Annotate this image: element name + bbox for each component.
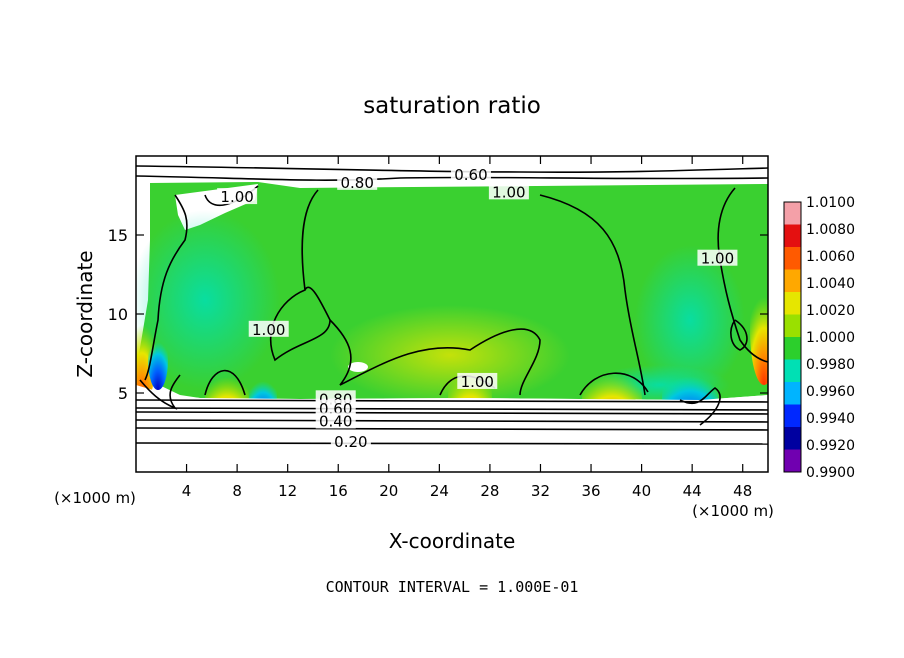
contour-label: 0.80 [340, 174, 373, 192]
x-tick-label: 36 [581, 482, 600, 500]
colorbar-label: 0.9900 [806, 465, 855, 481]
contour-0-20-bottom [136, 441, 768, 445]
colorbar-swatch [784, 449, 801, 472]
field-fill [138, 182, 768, 400]
contour-1-00-far-right [717, 187, 768, 363]
colorbar-label: 1.0020 [806, 303, 855, 319]
contour-label: 1.00 [252, 321, 285, 339]
x-tick-label: 16 [329, 482, 348, 500]
colorbar-swatch [784, 224, 801, 247]
colorbar-label: 1.0100 [806, 195, 855, 211]
y-tick-label: 10 [108, 305, 128, 324]
contour-label-bg [450, 165, 491, 182]
colorbar-swatch [784, 427, 801, 450]
contour-label-bg [315, 412, 356, 429]
contour-label: 1.00 [220, 188, 253, 206]
colorbar-swatch [784, 359, 801, 382]
contour-left-wiggle [139, 374, 181, 410]
x-unit-right: (×1000 m) [692, 502, 774, 520]
contour-label-bg [488, 183, 529, 200]
contour-interval-note: CONTOUR INTERVAL = 1.000E-01 [326, 578, 579, 596]
contour-label: 0.60 [454, 166, 487, 184]
colorbar-swatch [784, 202, 801, 225]
contour-label: 0.20 [334, 433, 367, 451]
contour-label-bg [330, 432, 371, 449]
colorbar-label: 0.9920 [806, 438, 855, 454]
contour-0-80-top [136, 175, 768, 181]
warm-cell-right-edge [750, 275, 768, 385]
contour-right-wiggle [679, 387, 721, 426]
contour-cell-dome-right [579, 372, 649, 396]
contour-surface-1 [136, 411, 768, 415]
colorbar-swatch [784, 247, 801, 270]
x-tick-label: 44 [683, 482, 702, 500]
x-tick-label: 20 [379, 482, 398, 500]
colorbar-label: 0.9980 [806, 357, 855, 373]
chart-title: saturation ratio [363, 93, 541, 119]
colorbar-swatch [784, 314, 801, 337]
colorbar-swatch [784, 404, 801, 427]
contour-0-60-top [136, 165, 768, 173]
contour-0-60-bottom [136, 407, 768, 411]
colorbar-label: 1.0040 [806, 276, 855, 292]
contour-1-00-left [144, 194, 188, 381]
colorbar-swatch [784, 292, 801, 315]
contour-label-bg [248, 320, 289, 337]
x-tick-label: 24 [430, 482, 449, 500]
contour-0-80-bottom [136, 399, 768, 403]
colorbar-label: 1.0000 [806, 330, 855, 346]
colorbar-label: 0.9940 [806, 411, 855, 427]
colorbar: 1.0100 1.0080 1.0060 1.0040 1.0020 1.0000 0.99… [783, 195, 855, 481]
colorbar-swatch [784, 382, 801, 405]
contour-label-bg [457, 372, 498, 389]
y-tick-label: 5 [118, 384, 128, 403]
white-hole-center [348, 362, 368, 372]
contour-surface-2 [136, 427, 768, 431]
colorbar-frame [783, 201, 802, 473]
x-tick-label: 12 [278, 482, 297, 500]
cyan-region-left [136, 210, 280, 390]
x-ticks: 4 8 12 16 20 24 28 32 36 40 44 48 [182, 156, 752, 500]
contour-labels: 0.600.801.001.001.001.001.000.800.600.40… [217, 165, 738, 451]
x-axis-label: X-coordinate [389, 529, 516, 553]
contour-cell-dome-left [204, 369, 246, 396]
contour-label-bg [697, 249, 738, 266]
contour-label: 1.00 [461, 373, 494, 391]
colorbar-label: 1.0080 [806, 222, 855, 238]
contour-1-00-right [539, 194, 646, 396]
colorbar-label: 1.0060 [806, 249, 855, 265]
contour-label: 1.00 [492, 183, 525, 201]
colorbar-swatch [784, 337, 801, 360]
contour-label: 1.00 [701, 250, 734, 268]
plot-area [136, 156, 768, 472]
x-tick-label: 32 [531, 482, 550, 500]
y-tick-label: 15 [108, 226, 128, 245]
contour-right-loop [730, 319, 748, 351]
contour-label-bg [315, 399, 356, 416]
contour-1-00-inner [269, 189, 331, 362]
x-tick-label: 40 [632, 482, 651, 500]
contour-label: 0.40 [319, 412, 352, 430]
x-tick-label: 8 [232, 482, 242, 500]
colorbar-label: 0.9960 [806, 384, 855, 400]
colorbar-swatch [784, 269, 801, 292]
y-axis-label: Z-coordinate [73, 250, 97, 377]
contour-1-00-dome [329, 319, 541, 396]
contour-0-40-bottom [136, 419, 768, 423]
x-tick-label: 4 [182, 482, 192, 500]
x-tick-label: 48 [733, 482, 752, 500]
contour-label-bg [217, 188, 258, 205]
y-ticks: 5 10 15 [108, 226, 768, 403]
x-unit-left: (×1000 m) [54, 489, 136, 507]
cyan-region-right [635, 245, 745, 395]
contour-label-bg [337, 173, 378, 190]
x-tick-label: 28 [480, 482, 499, 500]
